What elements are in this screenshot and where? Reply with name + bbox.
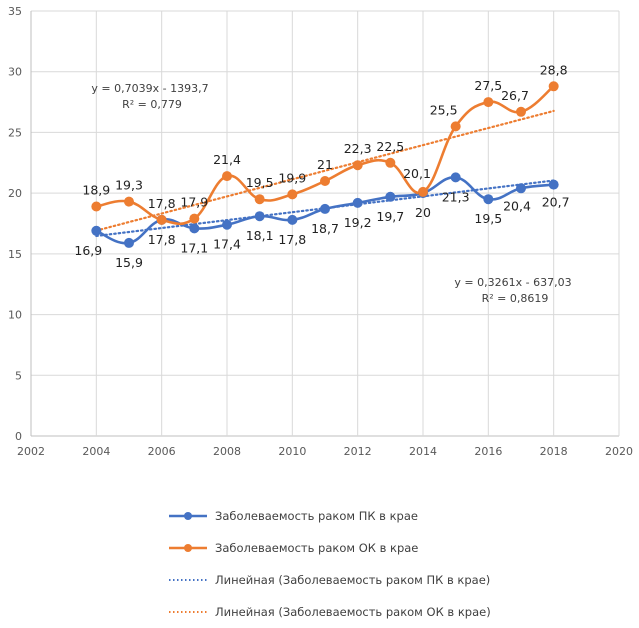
axes: 0 5 10 15 20 25 30 35 2002 2004 2006 2008 2010 2012 20…: [8, 5, 633, 458]
data-point: [450, 121, 461, 132]
x-tick-label: 2002: [17, 445, 45, 458]
trend-equation-pk: y = 0,3261x - 637,03: [454, 276, 571, 289]
data-point: [418, 186, 428, 197]
x-tick-label: 2016: [474, 445, 502, 458]
trend-equation-ok: y = 0,7039x - 1393,7: [91, 82, 208, 95]
series-markers: [91, 81, 559, 248]
x-tick-label: 2008: [213, 445, 241, 458]
data-point: [91, 225, 102, 236]
data-point: [320, 203, 330, 214]
y-tick-label: 35: [8, 5, 22, 18]
x-tick-label: 2004: [82, 445, 110, 458]
y-tick-label: 15: [8, 248, 22, 261]
legend-item-trend-ok: Линейная (Заболеваемость раком ОК в крае…: [167, 596, 491, 628]
data-label-pk: 20,4: [503, 198, 531, 213]
data-label-ok: 17,9: [180, 195, 208, 210]
data-label-ok: 21,4: [213, 152, 241, 167]
data-label-pk: 20,7: [542, 195, 570, 210]
y-tick-label: 30: [8, 66, 22, 79]
data-point: [548, 179, 559, 190]
data-label-pk: 20: [415, 205, 431, 220]
data-point: [124, 237, 134, 248]
trend-r2-ok: R² = 0,779: [122, 98, 182, 111]
data-point: [91, 201, 102, 212]
data-point: [450, 172, 461, 183]
legend-dotted-line-icon: [169, 611, 207, 613]
y-tick-label: 10: [8, 309, 22, 322]
y-tick-label: 0: [15, 430, 22, 443]
x-tick-label: 2014: [409, 445, 437, 458]
x-tick-label: 2012: [344, 445, 372, 458]
y-tick-label: 5: [15, 369, 22, 382]
legend-line-marker-icon: [169, 544, 207, 552]
data-label-ok: 17,8: [148, 196, 176, 211]
data-label-ok: 22,5: [376, 139, 404, 154]
x-tick-label: 2018: [540, 445, 568, 458]
data-label-pk: 21,3: [442, 189, 470, 204]
y-tick-label: 25: [8, 126, 22, 139]
data-point: [254, 194, 265, 205]
data-label-ok: 26,7: [501, 88, 529, 103]
data-point: [516, 106, 526, 117]
data-point: [483, 194, 494, 205]
legend-item-pk: Заболеваемость раком ПК в крае: [167, 500, 491, 532]
data-label-ok: 19,5: [246, 175, 274, 190]
data-point: [156, 214, 167, 225]
trend-r2-pk: R² = 0,8619: [482, 292, 549, 305]
data-point: [222, 171, 232, 182]
data-point: [287, 189, 298, 200]
data-label-pk: 15,9: [115, 255, 143, 270]
data-label-ok: 25,5: [430, 102, 458, 117]
data-point: [254, 211, 265, 222]
legend-label: Линейная (Заболеваемость раком ОК в крае…: [215, 605, 491, 619]
legend-item-ok: Заболеваемость раком ОК в крае: [167, 532, 491, 564]
y-tick-label: 20: [8, 187, 22, 200]
x-tick-label: 2020: [605, 445, 633, 458]
data-point: [548, 81, 559, 92]
data-point: [352, 197, 363, 208]
legend-dotted-line-icon: [169, 579, 207, 581]
data-label-ok: 20,1: [403, 166, 431, 181]
x-tick-label: 2006: [148, 445, 176, 458]
data-point: [516, 183, 526, 194]
legend-label: Линейная (Заболеваемость раком ПК в крае…: [215, 573, 491, 587]
data-point: [287, 214, 298, 225]
data-point: [483, 97, 494, 108]
trendline-ok: [95, 109, 555, 232]
data-label-ok: 27,5: [474, 78, 502, 93]
data-label-pk: 19,7: [376, 209, 404, 224]
data-point: [352, 160, 363, 171]
legend: Заболеваемость раком ПК в крае Заболевае…: [167, 500, 491, 628]
x-tick-label: 2010: [278, 445, 306, 458]
data-label-pk: 19,2: [344, 215, 372, 230]
legend-label: Заболеваемость раком ОК в крае: [215, 541, 419, 555]
data-label-pk: 17,8: [148, 232, 176, 247]
data-point: [385, 157, 396, 168]
legend-line-marker-icon: [169, 512, 207, 520]
data-point: [124, 196, 134, 207]
data-point: [385, 191, 396, 202]
legend-item-trend-pk: Линейная (Заболеваемость раком ПК в крае…: [167, 564, 491, 596]
data-label-pk: 17,4: [213, 237, 241, 252]
data-label-pk: 17,1: [180, 240, 208, 255]
data-label-ok: 19,3: [115, 178, 143, 193]
legend-label: Заболеваемость раком ПК в крае: [215, 509, 418, 523]
trend-equations: y = 0,7039x - 1393,7 R² = 0,779 y = 0,32…: [91, 82, 571, 305]
data-label-ok: 28,8: [540, 62, 568, 77]
data-label-ok: 22,3: [344, 141, 372, 156]
data-label-pk: 18,7: [311, 221, 339, 236]
data-point: [320, 176, 330, 186]
data-point: [189, 223, 200, 234]
data-label-ok: 19,9: [278, 170, 306, 185]
data-labels: 16,9 15,9 17,8 17,1 17,4 18,1 17,8 18,7 19,2 19,7…: [74, 62, 569, 270]
data-label-pk: 16,9: [74, 243, 102, 258]
line-chart: 0 5 10 15 20 25 30 35 2002 2004 2006 2008 2010 2012 20…: [8, 5, 633, 458]
data-label-pk: 18,1: [246, 228, 274, 243]
data-label-ok: 18,9: [82, 183, 110, 198]
data-point: [222, 219, 232, 230]
data-label-ok: 21: [317, 157, 333, 172]
data-label-pk: 17,8: [278, 232, 306, 247]
data-label-pk: 19,5: [474, 211, 502, 226]
data-point: [189, 213, 200, 224]
